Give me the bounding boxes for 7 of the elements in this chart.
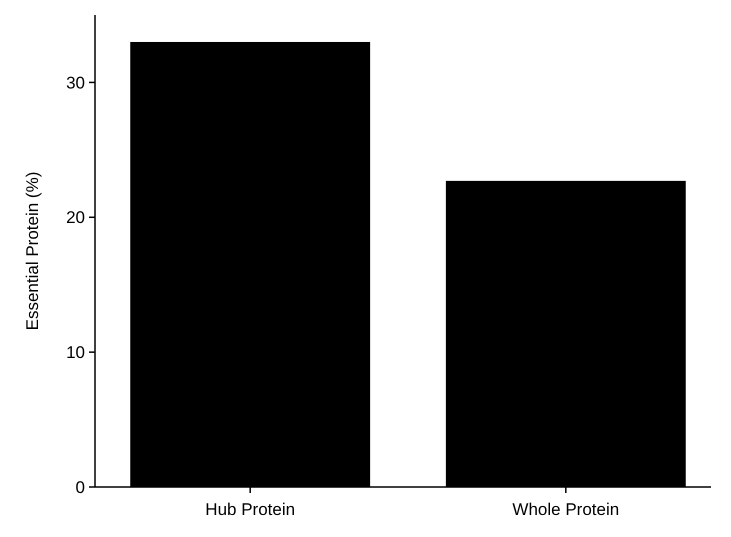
y-tick-label: 10 (66, 343, 85, 362)
y-tick-label: 0 (76, 478, 85, 497)
x-tick-label: Whole Protein (512, 500, 620, 519)
y-tick-label: 20 (66, 208, 85, 228)
y-tick-label: 30 (66, 73, 85, 92)
x-tick-label: Hub Protein (205, 500, 296, 519)
y-axis-title: Essential Protein (%) (23, 172, 42, 330)
